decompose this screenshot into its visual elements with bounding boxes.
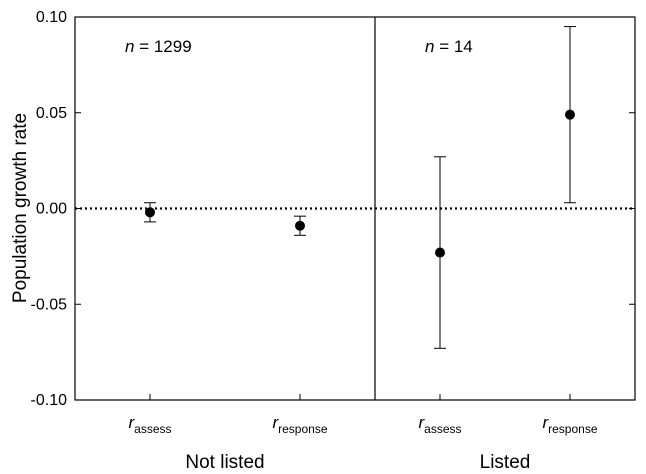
y-tick-label: -0.05 <box>31 296 68 313</box>
category-label: rresponse <box>272 413 327 436</box>
chart-marks <box>75 26 635 349</box>
category-label: rassess <box>128 413 171 436</box>
chart-labels: n = 1299 Not listed rassess rresponse n = 14… <box>125 37 598 473</box>
data-point <box>295 220 305 231</box>
data-point <box>145 207 155 218</box>
sample-size-label: n = 1299 <box>125 37 192 56</box>
y-tick-label: 0.00 <box>36 201 67 218</box>
data-point <box>565 109 575 120</box>
plot-frame <box>74 16 636 401</box>
sample-size-label: n = 14 <box>425 37 473 56</box>
panel-label: Listed <box>480 452 531 473</box>
category-label: rresponse <box>542 413 597 436</box>
data-point <box>435 247 445 258</box>
y-tick-label: 0.05 <box>36 105 67 122</box>
y-tick-label: -0.10 <box>31 392 68 409</box>
category-label: rassess <box>418 413 461 436</box>
y-axis-ticks: -0.10 -0.05 0.00 0.05 0.10 <box>31 9 635 409</box>
y-axis-label: Population growth rate <box>10 113 31 303</box>
y-tick-label: 0.10 <box>36 9 67 26</box>
panel-label: Not listed <box>185 452 264 473</box>
